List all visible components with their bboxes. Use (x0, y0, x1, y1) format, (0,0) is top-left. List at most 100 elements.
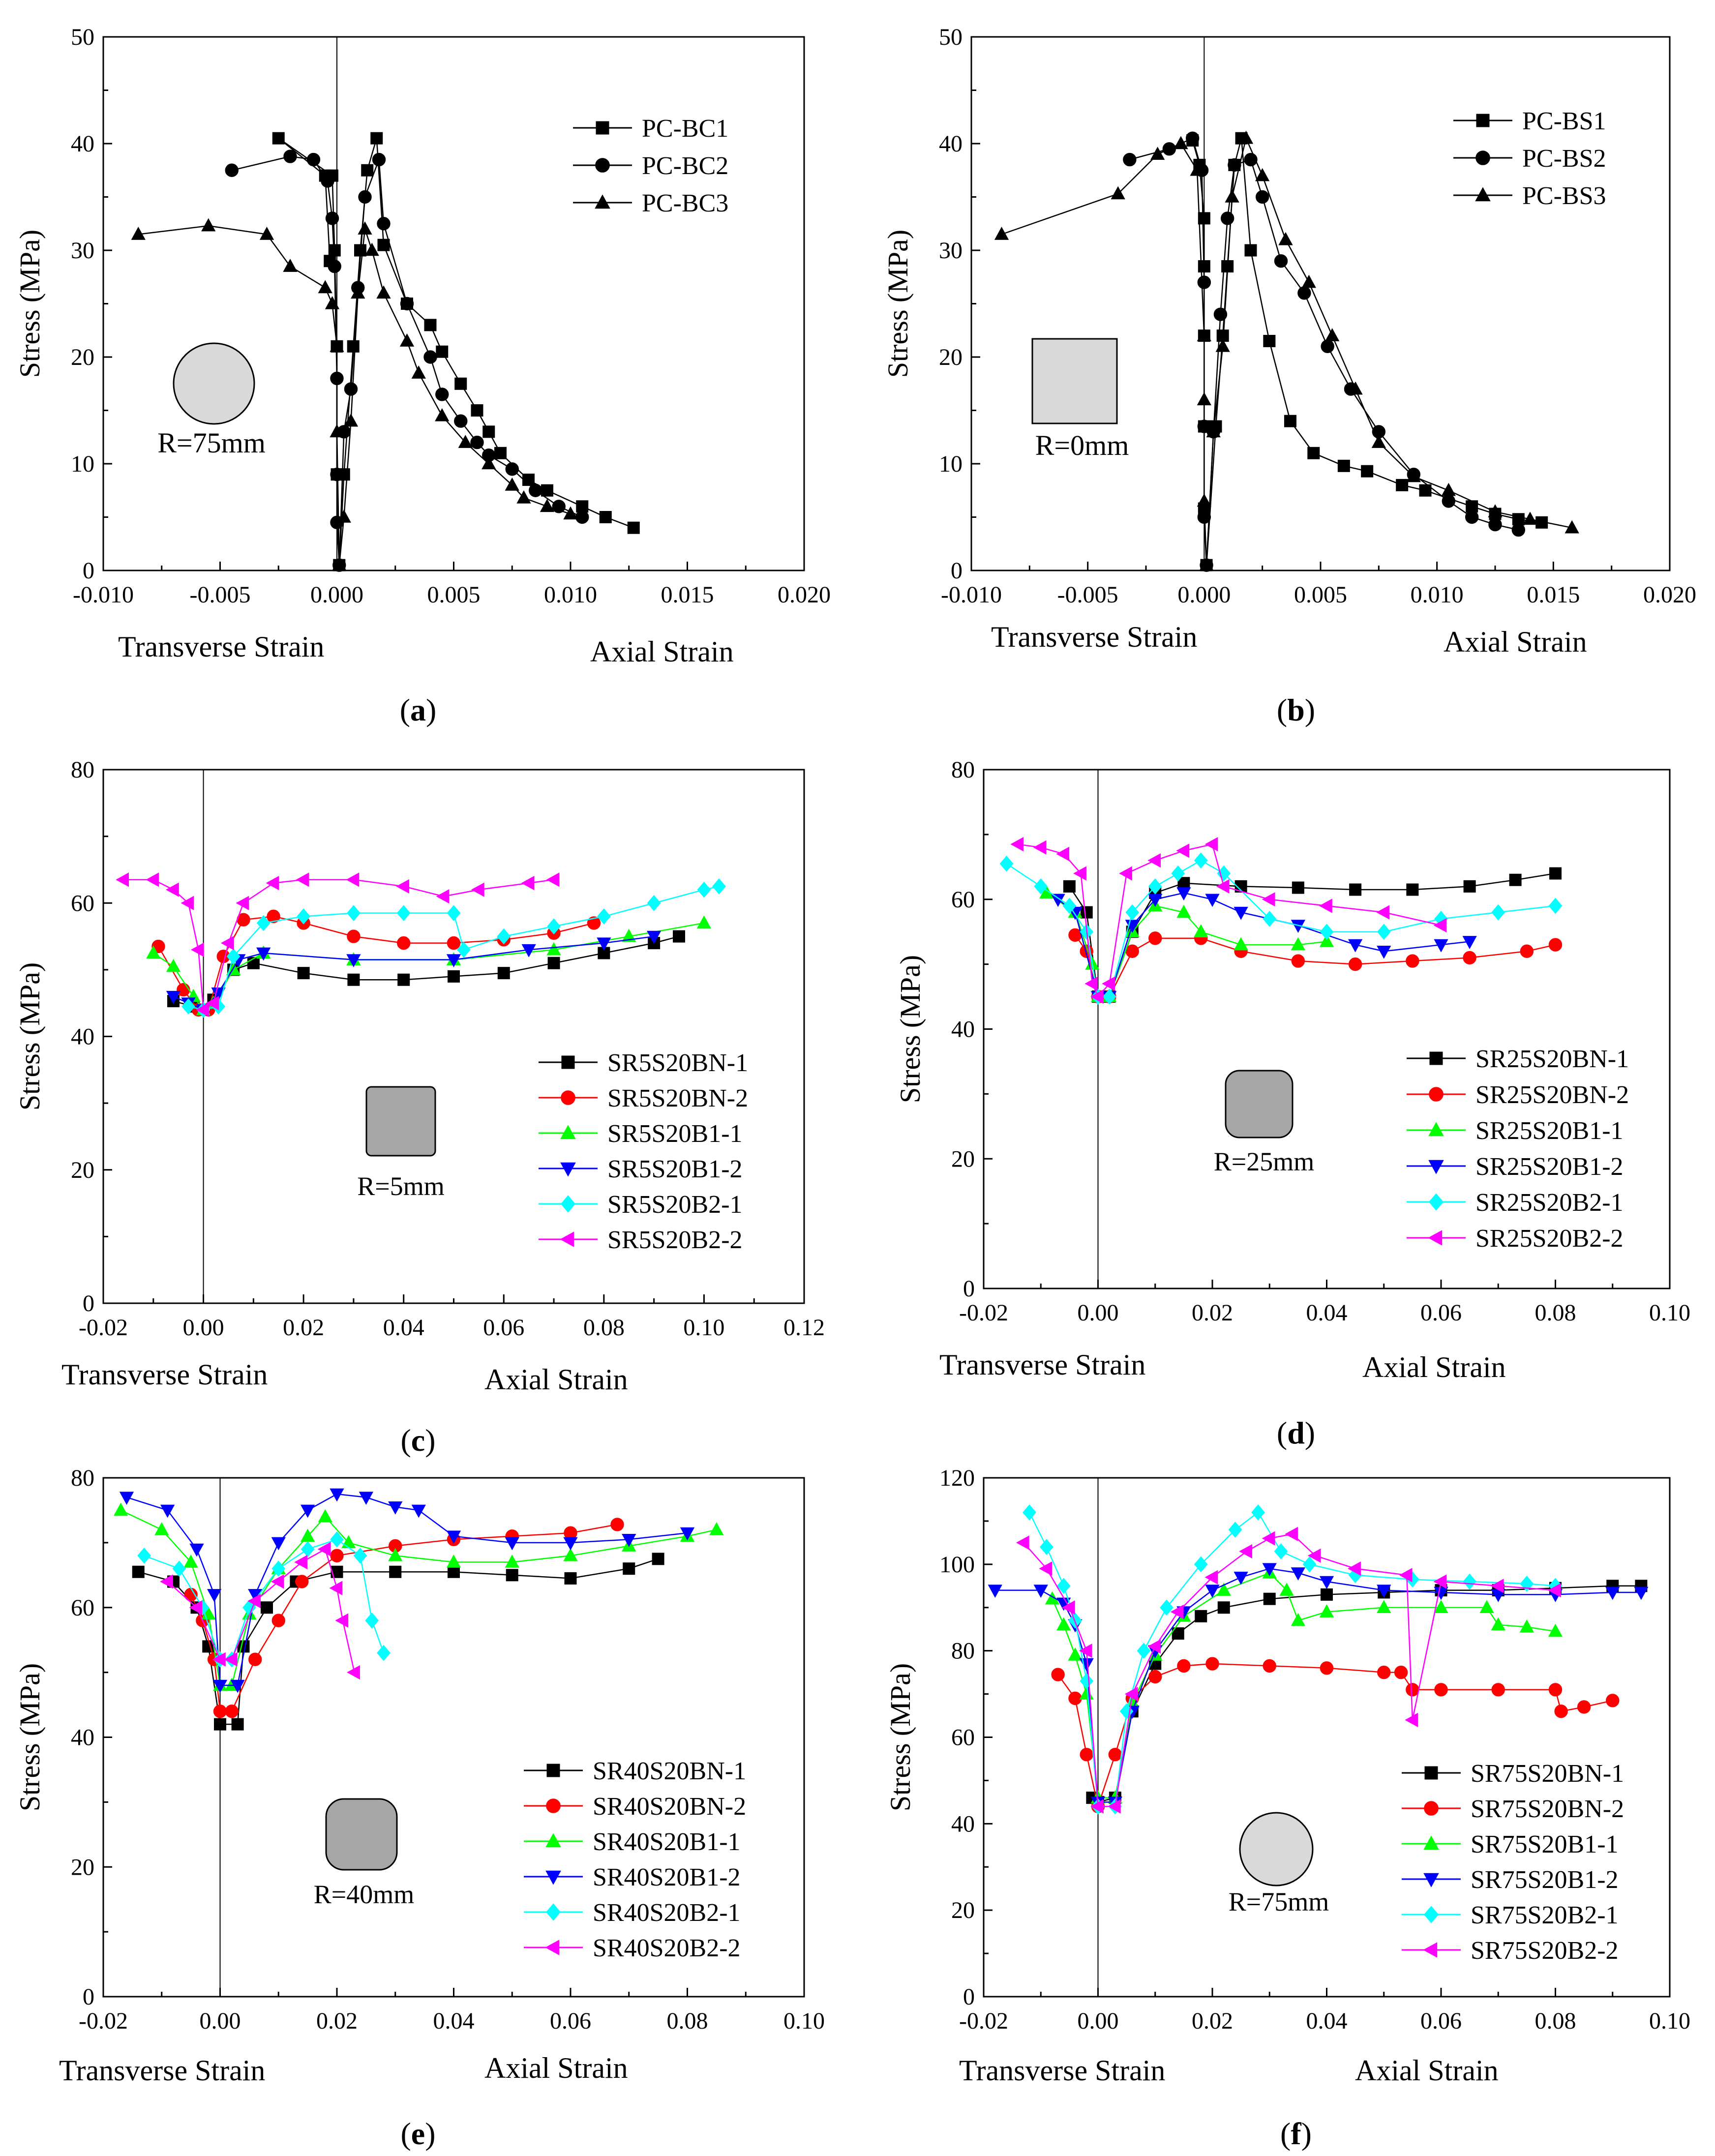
data-point (297, 908, 310, 925)
section-circle-icon (173, 342, 255, 425)
data-point (189, 1600, 203, 1615)
data-point (1171, 865, 1185, 882)
data-point (1406, 1683, 1419, 1697)
legend-entry: PC-BS1 (1453, 107, 1606, 135)
x-tick-label: -0.010 (73, 582, 134, 608)
x-tick-label: -0.010 (941, 582, 1002, 608)
data-point (1405, 1712, 1418, 1727)
data-point (224, 1652, 238, 1667)
data-point (1033, 840, 1047, 855)
plot-frame (102, 769, 805, 1304)
data-point (1491, 1683, 1505, 1697)
data-point (547, 957, 560, 969)
data-point (330, 1531, 344, 1548)
data-point (166, 990, 181, 1004)
legend-label: PC-BC3 (642, 189, 728, 217)
y-tick-label: 80 (71, 757, 94, 783)
legend-label: SR75S20BN-2 (1471, 1795, 1624, 1823)
legend-marker (595, 194, 610, 209)
panel-label: (a) (400, 692, 437, 727)
series-SR5S20B1-2 (166, 930, 662, 1018)
y-tick-label: 0 (951, 558, 963, 584)
panel-label: (d) (1277, 1415, 1315, 1450)
data-point (1406, 883, 1419, 896)
data-point (396, 905, 411, 921)
data-point (1234, 1571, 1248, 1585)
data-point (146, 872, 159, 887)
x-axis-label-axial: Axial Strain (484, 1363, 628, 1396)
data-point (1371, 435, 1386, 448)
data-point (271, 1560, 286, 1577)
data-point (1194, 924, 1208, 937)
data-point (497, 928, 511, 945)
data-point (454, 414, 468, 428)
data-point (1080, 1747, 1093, 1762)
data-point (575, 510, 589, 524)
legend-marker (1475, 187, 1491, 202)
data-point (146, 945, 161, 959)
data-point (1239, 1544, 1253, 1559)
data-point (347, 1665, 360, 1680)
data-point (1023, 1504, 1036, 1521)
x-tick-label: 0.08 (667, 2008, 708, 2034)
data-point (166, 958, 181, 972)
legend-marker (1424, 1801, 1439, 1816)
y-tick-label: 100 (939, 1552, 975, 1578)
data-point (1195, 1610, 1207, 1622)
data-point (1108, 1747, 1122, 1762)
data-point (547, 918, 561, 935)
data-point (505, 1537, 519, 1551)
data-point (709, 1522, 724, 1535)
data-point (1080, 1673, 1094, 1689)
data-point (372, 152, 386, 167)
x-tick-label: 0.08 (583, 1315, 625, 1341)
legend-entry: SR25S20B2-2 (1407, 1225, 1624, 1253)
y-axis-label: Stress (MPa) (14, 962, 46, 1110)
data-point (1084, 976, 1098, 991)
y-tick-label: 80 (951, 1638, 975, 1664)
data-point (1197, 493, 1211, 507)
data-point (1150, 147, 1165, 160)
legend-marker (1476, 114, 1490, 127)
data-point (347, 973, 360, 986)
y-tick-label: 10 (71, 451, 94, 477)
section-square-icon (325, 1798, 398, 1871)
data-point (397, 973, 410, 986)
legend-label: SR40S20BN-2 (593, 1793, 746, 1821)
x-tick-label: 0.10 (783, 2008, 825, 2034)
data-point (370, 132, 383, 145)
legend-entry: SR40S20B2-1 (524, 1899, 741, 1927)
x-tick-label: 0.020 (1643, 582, 1696, 608)
data-point (446, 954, 461, 967)
data-point (470, 435, 484, 449)
data-point (212, 1679, 228, 1693)
data-point (177, 983, 190, 997)
x-axis-label-axial: Axial Strain (484, 2052, 628, 2084)
x-axis-label-axial: Axial Strain (590, 635, 734, 668)
data-point (1102, 976, 1115, 991)
x-tick-label: 0.04 (383, 1315, 424, 1341)
x-tick-label: 0.02 (283, 1315, 324, 1341)
data-point (1119, 866, 1132, 881)
legend-marker (1429, 1193, 1444, 1211)
x-tick-label: 0.02 (1192, 2008, 1233, 2034)
legend-label: SR40S20B2-1 (593, 1899, 741, 1927)
data-point (116, 872, 129, 887)
data-point (1125, 944, 1139, 958)
data-point (1205, 894, 1220, 907)
legend-entry: SR25S20B2-1 (1407, 1189, 1624, 1217)
legend-label: SR25S20BN-2 (1475, 1081, 1629, 1109)
data-point (1376, 905, 1390, 920)
x-tick-label: 0.000 (1177, 582, 1231, 608)
data-point (283, 259, 298, 272)
legend-entry: PC-BS3 (1453, 182, 1606, 210)
legend-entry: SR5S20B1-1 (539, 1120, 743, 1148)
data-point (1548, 1683, 1563, 1697)
data-point (1262, 892, 1275, 907)
data-point (647, 895, 661, 911)
legend-label: PC-BC1 (642, 115, 728, 143)
y-tick-label: 40 (71, 1725, 94, 1751)
series-line (1074, 934, 1556, 997)
legend-marker (546, 1798, 561, 1813)
